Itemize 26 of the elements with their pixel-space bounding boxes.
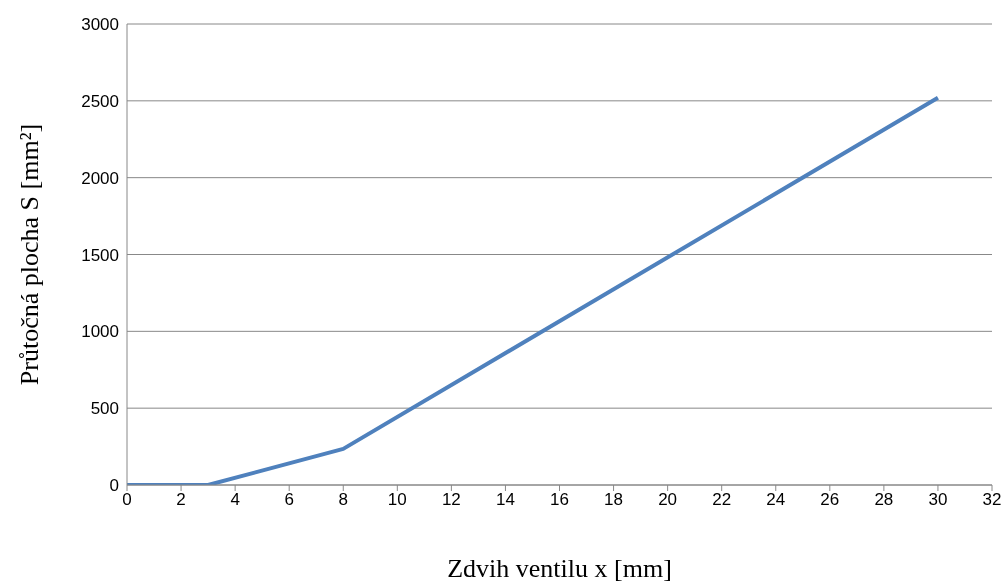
y-tick-label: 2000 [81, 168, 119, 188]
x-tick-label: 30 [928, 490, 948, 510]
x-tick-label: 18 [604, 490, 624, 510]
y-tick-label: 2500 [81, 91, 119, 111]
x-tick-label: 28 [874, 490, 894, 510]
x-tick-label: 26 [820, 490, 840, 510]
x-tick-label: 12 [441, 490, 461, 510]
y-tick-label: 3000 [81, 15, 119, 35]
x-tick-label: 4 [230, 490, 240, 510]
y-tick-label: 1500 [81, 245, 119, 265]
x-tick-label: 2 [176, 490, 186, 510]
x-tick-label: 10 [387, 490, 407, 510]
x-tick-label: 6 [284, 490, 294, 510]
x-axis-title: Zdvih ventilu x [mm] [447, 554, 672, 583]
x-tick-label: 14 [495, 490, 515, 510]
y-tick-label: 1000 [81, 322, 119, 342]
x-tick-label: 20 [658, 490, 678, 510]
y-tick-label: 500 [90, 399, 119, 419]
y-tick-label: 0 [109, 476, 119, 496]
x-tick-label: 0 [122, 490, 132, 510]
x-tick-label: 8 [338, 490, 348, 510]
y-axis-title: Průtočná plocha S [mm²] [15, 123, 44, 386]
x-tick-label: 24 [766, 490, 786, 510]
x-tick-label: 32 [982, 490, 1002, 510]
x-tick-label: 22 [712, 490, 732, 510]
x-tick-label: 16 [550, 490, 569, 510]
